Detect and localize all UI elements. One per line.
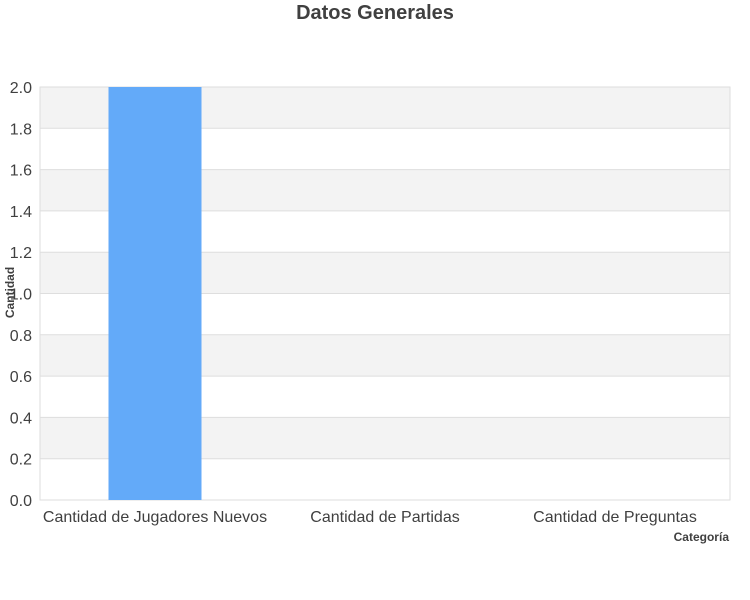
y-tick-label: 1.0	[10, 287, 32, 304]
y-tick-label: 1.4	[10, 204, 32, 221]
x-tick-label: Cantidad de Jugadores Nuevos	[43, 509, 267, 526]
y-tick-label: 0.2	[10, 452, 32, 469]
y-tick-label: 1.8	[10, 121, 32, 138]
y-tick-label: 0.0	[10, 493, 32, 510]
y-axis-label: Cantidad	[3, 267, 17, 318]
y-tick-label: 0.4	[10, 410, 32, 427]
y-tick-labels: 0.0 0.2 0.4 0.6 0.8 1.0 1.2 1.4 1.6 1.8 2.0	[10, 80, 32, 510]
y-tick-label: 0.6	[10, 369, 32, 386]
x-axis-label: Categoría	[674, 530, 730, 544]
x-tick-label: Cantidad de Preguntas	[533, 509, 697, 526]
y-tick-label: 0.8	[10, 328, 32, 345]
y-tick-label: 1.6	[10, 163, 32, 180]
y-tick-label: 2.0	[10, 80, 32, 97]
x-tick-labels: Cantidad de Jugadores Nuevos Cantidad de …	[43, 509, 697, 526]
bar	[108, 87, 202, 500]
y-tick-label: 1.2	[10, 245, 32, 262]
chart-title: Datos Generales	[296, 2, 454, 24]
bars	[108, 87, 202, 500]
plot-border	[39, 86, 731, 501]
x-tick-label: Cantidad de Partidas	[310, 509, 459, 526]
